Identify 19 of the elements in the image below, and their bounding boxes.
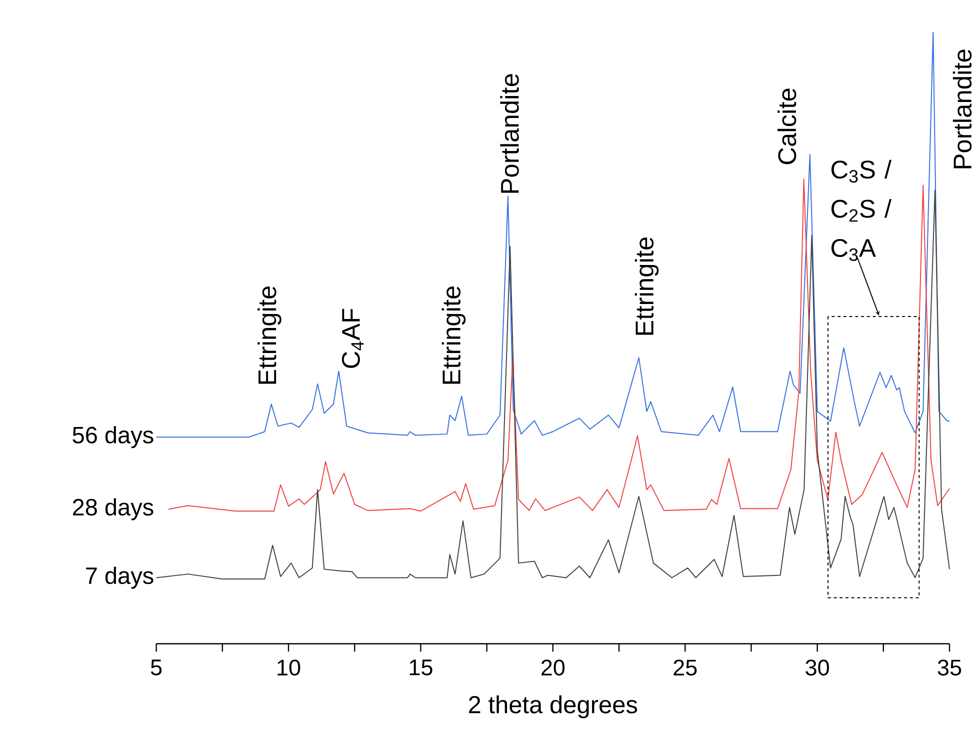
x-tick-label: 15: [410, 660, 432, 676]
x-tick-label: 20: [542, 660, 565, 676]
annotation: C$_{4}$AF: [342, 308, 364, 368]
text: Portlandite: [952, 50, 972, 168]
series-label: 28 days: [72, 498, 154, 520]
annotation: Ettringite: [258, 286, 282, 384]
x-tick-label: 10: [278, 660, 300, 676]
x-tick-label: 25: [674, 660, 697, 676]
x-axis-title: 2 theta degrees: [469, 695, 638, 718]
x-tick-label: 30: [806, 660, 829, 676]
series-label: 7 days: [86, 566, 154, 589]
annotation: Calcite: [777, 88, 796, 164]
series-label: 56 days: [72, 426, 154, 448]
text: C$_{3}$S / C$_{2}$S / C$_{3}$A: [831, 160, 892, 262]
annotation: Portlandite: [500, 74, 519, 193]
x-tick-label: 35: [938, 660, 962, 676]
annotation: Ettringite: [634, 237, 659, 335]
x-tick-label: 5: [150, 660, 162, 676]
annotation: Ettringite: [442, 286, 466, 384]
